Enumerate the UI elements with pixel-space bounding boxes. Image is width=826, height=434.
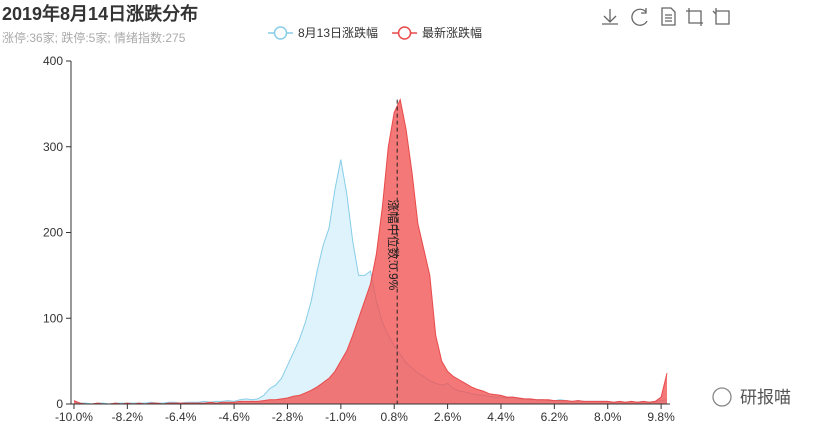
area <box>74 99 667 404</box>
x-tick-label: -1.0% <box>325 410 357 424</box>
x-tick-label: -6.4% <box>165 410 197 424</box>
toolbox[interactable] <box>602 7 730 26</box>
x-tick-label: 8.0% <box>594 410 622 424</box>
y-tick-label: 100 <box>43 311 63 325</box>
zoom-icon[interactable] <box>686 8 703 26</box>
download-icon[interactable] <box>602 9 618 25</box>
y-tick-label: 0 <box>56 397 63 411</box>
restore-icon[interactable] <box>712 8 730 25</box>
legend-label: 8月13日涨跌幅 <box>298 25 378 40</box>
chart-title: 2019年8月14日涨跌分布 <box>2 3 198 24</box>
chart-subtitle: 涨停:36家; 跌停:5家; 情绪指数:275 <box>2 30 186 45</box>
watermark: 研报喵 <box>712 387 791 407</box>
x-tick-label: -2.8% <box>272 410 304 424</box>
x-tick-label: 4.4% <box>487 410 515 424</box>
legend-symbol <box>273 26 288 40</box>
watermark-text: 研报喵 <box>740 388 791 407</box>
legend-item[interactable]: 最新涨跌幅 <box>392 25 482 40</box>
x-tick-label: -8.2% <box>112 410 144 424</box>
x-tick-label: -10.0% <box>55 410 93 424</box>
y-tick-label: 200 <box>43 226 63 240</box>
watermark-icon <box>712 387 732 407</box>
x-tick-label: -4.6% <box>218 410 250 424</box>
y-tick-label: 300 <box>43 140 63 154</box>
y-tick-label: 400 <box>43 54 63 68</box>
median-label: 涨幅中位数:0.9% <box>386 200 401 291</box>
x-tick-label: 9.8% <box>647 410 675 424</box>
legend-symbol <box>397 26 412 40</box>
area-line <box>73 98 668 405</box>
legend-label: 最新涨跌幅 <box>422 25 482 40</box>
x-tick-label: 6.2% <box>541 410 569 424</box>
refresh-icon[interactable] <box>631 8 648 26</box>
legend-item[interactable]: 8月13日涨跌幅 <box>268 25 378 40</box>
dataview-icon[interactable] <box>661 7 676 26</box>
x-tick-label: 0.8% <box>381 410 409 424</box>
x-tick-label: 2.6% <box>434 410 462 424</box>
